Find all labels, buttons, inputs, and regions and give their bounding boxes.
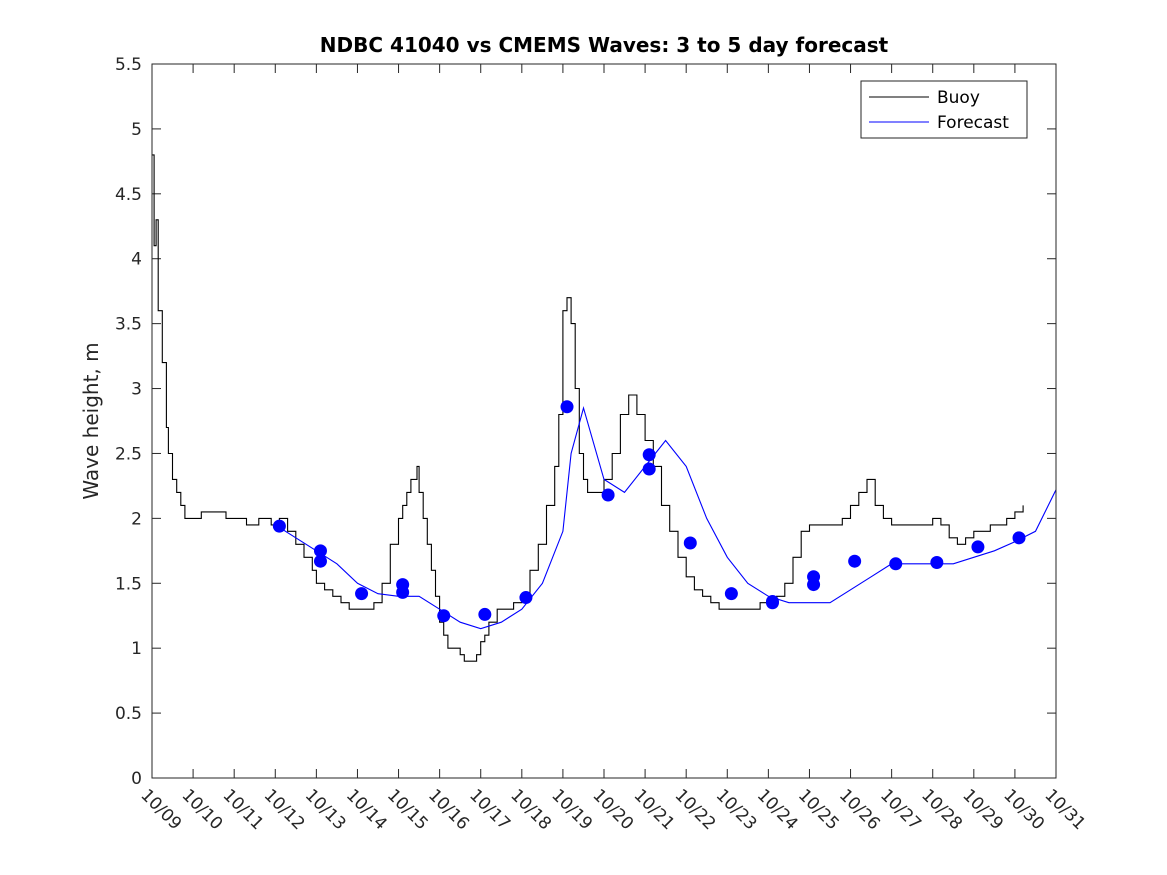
forecast-marker [683, 536, 697, 550]
forecast-marker [642, 462, 656, 476]
y-axis-label: Wave height, m [79, 342, 103, 499]
forecast-marker [601, 488, 615, 502]
forecast-marker [519, 591, 533, 605]
forecast-marker [272, 519, 286, 533]
forecast-marker [724, 587, 738, 601]
y-tick-label: 4 [131, 250, 142, 270]
forecast-marker [313, 554, 327, 568]
forecast-marker [930, 556, 944, 570]
legend-box [860, 80, 1028, 139]
forecast-marker [313, 544, 327, 558]
legend-buoy-label: Buoy [937, 88, 980, 108]
forecast-marker [396, 585, 410, 599]
forecast-marker [807, 578, 821, 592]
forecast-marker [642, 448, 656, 462]
forecast-markers [272, 400, 1026, 623]
forecast-marker [355, 587, 369, 601]
legend: Buoy Forecast [860, 80, 1028, 139]
forecast-marker [437, 609, 451, 623]
series-line-buoy [152, 154, 1024, 662]
forecast-marker [560, 400, 574, 414]
y-tick-label: 0.5 [115, 704, 142, 724]
forecast-marker [478, 607, 492, 621]
plot-frame [151, 63, 1057, 779]
legend-forecast-label: Forecast [937, 113, 1009, 133]
y-tick-label: 3 [131, 380, 142, 400]
forecast-marker [889, 557, 903, 571]
axis-ticks [151, 63, 1057, 779]
y-tick-label: 1 [131, 639, 142, 659]
chart-title: NDBC 41040 vs CMEMS Waves: 3 to 5 day fo… [320, 33, 889, 57]
y-tick-labels: 0 0.5 1 1.5 2 2.5 3 3.5 4 4.5 5 5.5 [115, 55, 142, 789]
y-tick-label: 2 [131, 509, 142, 529]
plot-area [152, 64, 1056, 778]
y-tick-label: 5 [131, 120, 142, 140]
y-tick-label: 2.5 [115, 444, 142, 464]
y-tick-label: 4.5 [115, 185, 142, 205]
forecast-marker [765, 594, 779, 608]
y-tick-label: 5.5 [115, 55, 142, 75]
forecast-marker [848, 554, 862, 568]
y-tick-label: 1.5 [115, 574, 142, 594]
y-tick-label: 3.5 [115, 315, 142, 335]
forecast-marker [1012, 531, 1026, 545]
forecast-marker [971, 540, 985, 554]
y-tick-label: 0 [131, 769, 142, 789]
